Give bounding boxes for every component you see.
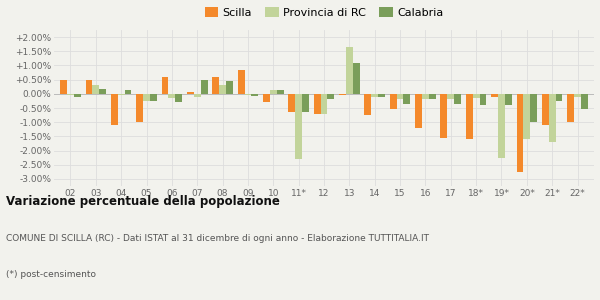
Bar — [125, 90, 131, 94]
Bar — [429, 94, 436, 100]
Bar — [289, 94, 295, 112]
Legend: Scilla, Provincia di RC, Calabria: Scilla, Provincia di RC, Calabria — [205, 8, 443, 18]
Bar — [422, 94, 429, 100]
Bar — [67, 94, 74, 95]
Bar — [86, 80, 92, 94]
Bar — [491, 94, 498, 97]
Text: (*) post-censimento: (*) post-censimento — [6, 270, 96, 279]
Bar — [440, 94, 448, 138]
Bar — [60, 80, 67, 94]
Bar — [378, 94, 385, 97]
Bar — [473, 94, 479, 98]
Bar — [353, 63, 359, 94]
Bar — [263, 94, 270, 102]
Bar — [498, 94, 505, 158]
Bar — [219, 85, 226, 94]
Bar — [397, 94, 403, 100]
Bar — [169, 94, 175, 98]
Bar — [187, 92, 194, 94]
Bar — [245, 94, 251, 95]
Bar — [212, 77, 219, 94]
Bar — [364, 94, 371, 115]
Bar — [251, 94, 258, 96]
Bar — [581, 94, 588, 109]
Text: Variazione percentuale della popolazione: Variazione percentuale della popolazione — [6, 195, 280, 208]
Bar — [270, 90, 277, 94]
Bar — [466, 94, 473, 139]
Bar — [505, 94, 512, 105]
Bar — [448, 94, 454, 100]
Bar — [161, 77, 169, 94]
Bar — [111, 94, 118, 125]
Bar — [118, 94, 125, 95]
Bar — [328, 94, 334, 99]
Bar — [415, 94, 422, 128]
Bar — [479, 94, 487, 105]
Bar — [143, 94, 150, 101]
Bar — [556, 94, 562, 101]
Bar — [371, 94, 378, 97]
Bar — [346, 47, 353, 94]
Bar — [549, 94, 556, 142]
Bar — [390, 94, 397, 110]
Bar — [226, 81, 233, 94]
Bar — [238, 70, 245, 94]
Bar — [320, 94, 328, 114]
Bar — [403, 94, 410, 104]
Bar — [295, 94, 302, 159]
Bar — [523, 94, 530, 139]
Bar — [136, 94, 143, 122]
Bar — [567, 94, 574, 122]
Bar — [574, 94, 581, 97]
Bar — [194, 94, 200, 97]
Bar — [150, 94, 157, 101]
Bar — [200, 80, 208, 94]
Bar — [454, 94, 461, 104]
Bar — [314, 94, 320, 114]
Bar — [277, 90, 284, 94]
Bar — [99, 89, 106, 94]
Bar — [74, 94, 81, 97]
Bar — [92, 85, 99, 94]
Bar — [302, 94, 309, 112]
Text: COMUNE DI SCILLA (RC) - Dati ISTAT al 31 dicembre di ogni anno - Elaborazione TU: COMUNE DI SCILLA (RC) - Dati ISTAT al 31… — [6, 234, 429, 243]
Bar — [517, 94, 523, 172]
Bar — [175, 94, 182, 102]
Bar — [530, 94, 537, 122]
Bar — [542, 94, 549, 125]
Bar — [339, 94, 346, 95]
